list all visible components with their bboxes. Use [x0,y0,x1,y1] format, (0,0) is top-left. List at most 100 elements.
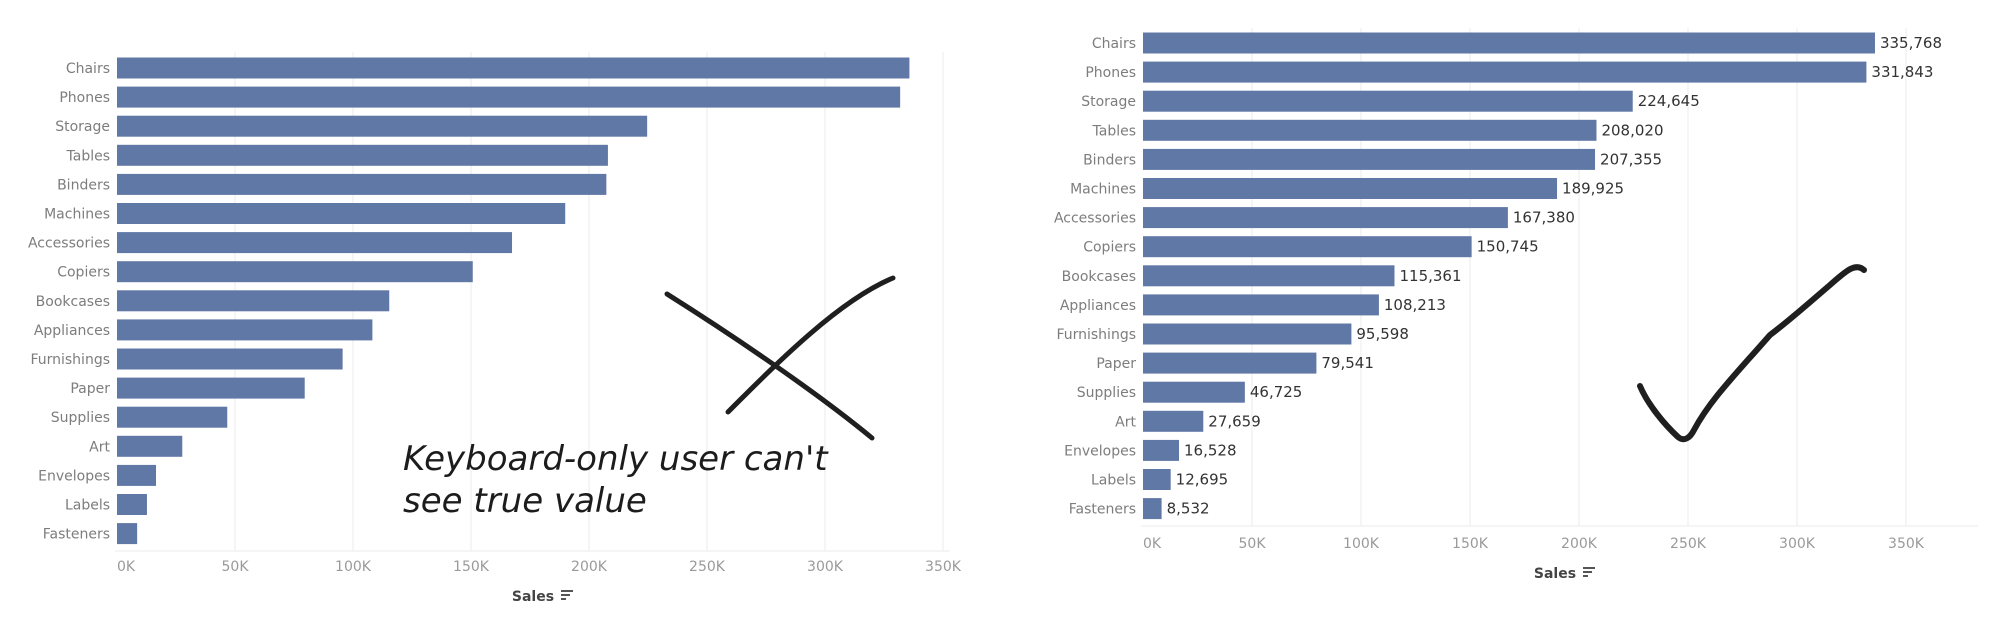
bar-appliances[interactable] [1143,294,1379,316]
data-label: 108,213 [1384,296,1446,314]
bar-art[interactable] [117,435,183,457]
category-label: Phones [59,90,110,106]
bar-storage[interactable] [117,115,648,137]
bar-tables[interactable] [117,144,608,166]
bar-phones[interactable] [1143,61,1867,83]
category-label: Accessories [1054,211,1136,227]
bar-tables[interactable] [1143,119,1597,141]
x-tick-label: 250K [689,559,726,575]
bar-accessories[interactable] [117,232,513,254]
data-label: 208,020 [1601,121,1663,139]
x-tick-label: 150K [453,559,490,575]
category-label: Binders [1083,152,1136,168]
category-label: Bookcases [36,294,110,310]
annotation-line-2: see true value [403,481,647,521]
x-tick-label: 100K [335,559,372,575]
category-label: Binders [57,177,110,193]
data-label: 150,745 [1477,238,1539,256]
data-label: 335,768 [1880,34,1942,52]
x-tick-label: 100K [1343,536,1380,552]
category-label: Chairs [66,61,110,77]
category-label: Chairs [1092,36,1136,52]
category-label: Copiers [1083,240,1136,256]
category-label: Fasteners [43,527,110,543]
bar-bookcases[interactable] [1143,265,1395,287]
bar-copiers[interactable] [1143,236,1472,258]
bar-storage[interactable] [1143,90,1633,112]
category-label: Tables [66,148,111,164]
data-label: 79,541 [1321,354,1374,372]
category-label: Bookcases [1062,269,1136,285]
category-label: Art [1115,414,1136,430]
bar-appliances[interactable] [117,319,373,341]
category-label: Fasteners [1069,502,1136,518]
x-axis-title: Sales [1534,566,1576,582]
annotation-line-1: Keyboard-only user can't [403,439,829,479]
category-label: Tables [1092,123,1137,139]
bar-supplies[interactable] [1143,381,1245,403]
sort-icon[interactable] [561,590,573,600]
bar-phones[interactable] [117,86,901,108]
bar-fasteners[interactable] [117,523,138,545]
category-label: Envelopes [1064,443,1136,459]
x-tick-label: 200K [1561,536,1598,552]
x-tick-label: 150K [1452,536,1489,552]
data-label: 189,925 [1562,180,1624,198]
data-label: 115,361 [1399,267,1461,285]
data-label: 95,598 [1356,325,1409,343]
x-tick-label: 0K [117,559,136,575]
bar-furnishings[interactable] [117,348,343,370]
x-tick-label: 200K [571,559,608,575]
bar-envelopes[interactable] [117,464,157,486]
bar-chairs[interactable] [117,57,910,79]
bar-labels[interactable] [1143,469,1171,490]
bar-binders[interactable] [1143,148,1596,170]
data-label: 27,659 [1208,412,1261,430]
category-label: Appliances [34,323,110,339]
bar-machines[interactable] [1143,178,1558,199]
bar-bookcases[interactable] [117,290,390,312]
bar-paper[interactable] [117,377,305,399]
bar-paper[interactable] [1143,352,1317,374]
category-label: Art [89,439,110,455]
x-tick-label: 250K [1670,536,1707,552]
bar-labels[interactable] [117,494,147,515]
category-label: Accessories [28,236,110,252]
category-label: Copiers [57,265,110,281]
x-tick-label: 50K [1239,536,1267,552]
bar-machines[interactable] [117,203,566,224]
bar-binders[interactable] [117,173,607,195]
category-label: Paper [70,381,110,397]
checkmark-icon [1637,264,1867,443]
bar-furnishings[interactable] [1143,323,1352,345]
category-label: Storage [55,119,110,135]
category-label: Envelopes [38,468,110,484]
data-label: 167,380 [1513,209,1575,227]
bar-accessories[interactable] [1143,207,1508,229]
bar-supplies[interactable] [117,406,228,428]
bar-chairs[interactable] [1143,32,1875,54]
category-label: Phones [1085,65,1136,81]
cross-icon [664,275,896,441]
bar-copiers[interactable] [117,261,473,283]
x-tick-label: 50K [222,559,250,575]
data-label: 12,695 [1176,471,1229,489]
category-label: Appliances [1060,298,1136,314]
category-label: Labels [1091,473,1136,489]
category-label: Machines [44,207,110,223]
bar-art[interactable] [1143,410,1204,432]
x-axis-title: Sales [512,589,554,605]
x-tick-label: 350K [925,559,962,575]
chart-left-no-labels: 0K 50K 100K 150K 200K 250K 300K 350K Chairs Phone… [28,52,962,605]
data-label: 8,532 [1167,500,1210,518]
data-label: 207,355 [1600,150,1662,168]
category-label: Furnishings [30,352,110,368]
category-label: Machines [1070,182,1136,198]
bar-envelopes[interactable] [1143,439,1180,461]
x-tick-label: 300K [1779,536,1816,552]
category-label: Supplies [1077,385,1136,401]
sort-icon[interactable] [1583,567,1595,577]
bar-fasteners[interactable] [1143,498,1162,520]
data-label: 46,725 [1250,383,1303,401]
